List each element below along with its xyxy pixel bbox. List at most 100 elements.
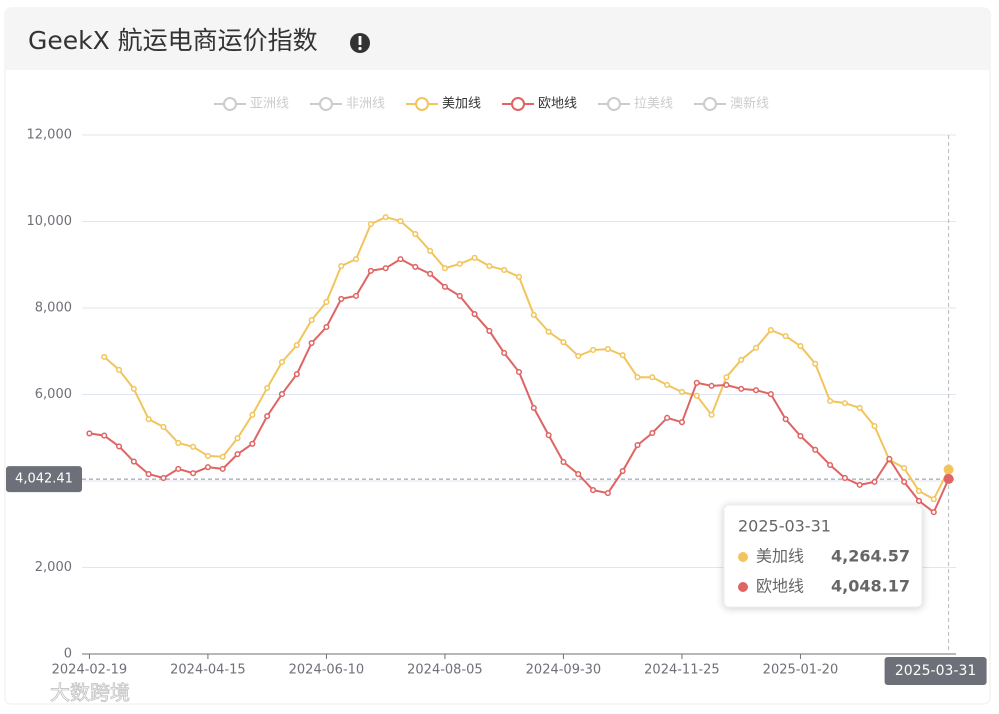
data-point [501,266,508,273]
data-point [782,333,789,340]
data-point [456,260,463,267]
data-point [382,214,389,221]
data-point [308,339,315,347]
data-point [871,478,878,485]
data-point [560,339,567,346]
tooltip-value: 4,048.17 [831,577,910,596]
y-tick-label: 2,000 [35,560,72,575]
data-point [901,478,908,485]
data-point [943,473,954,484]
data-point [175,465,182,472]
data-point [515,368,523,376]
data-point [915,487,923,494]
data-point [234,435,241,442]
crosshair-y-label-box [6,466,82,493]
x-tick-label: 2025-01-20 [763,663,839,678]
legend-label: 亚洲线 [250,97,289,112]
crosshair-y-label: 4,042.41 [15,472,73,487]
x-tick-label: 2024-02-19 [52,663,128,678]
data-point [841,474,848,482]
data-point [338,262,345,270]
info-icon[interactable] [350,33,370,53]
legend-label: 澳新线 [730,96,769,112]
data-point [930,496,937,503]
data-point [812,446,819,453]
data-point [723,374,730,381]
legend-item[interactable]: 澳新线 [694,96,769,112]
data-point [797,432,804,440]
data-point [738,356,745,363]
data-point [634,374,641,381]
legend-label: 欧地线 [538,97,577,112]
data-point [382,265,389,272]
tooltip-box [723,504,923,608]
data-point [130,385,137,392]
data-point [204,464,211,471]
data-point [560,458,567,466]
x-tick-label: 2024-09-30 [526,663,602,678]
x-tick-label: 2024-04-15 [170,663,246,678]
legend-item[interactable]: 美加线 [406,97,481,112]
data-point [427,247,434,254]
legend-symbol [511,97,525,111]
data-point [397,218,404,225]
data-point [708,382,715,389]
crosshair-x-label: 2025-03-31 [895,663,976,679]
data-point [619,468,626,475]
data-point [219,453,226,460]
data-point [101,353,108,360]
data-point [812,360,819,367]
data-point [649,429,656,437]
data-point [678,419,685,426]
data-point [530,404,537,411]
y-tick-label: 8,000 [35,301,72,316]
data-point [797,343,804,350]
data-point [145,416,152,423]
data-point [827,397,834,405]
data-point [145,471,152,478]
data-point [782,416,789,423]
data-point [471,311,478,318]
data-point [293,371,300,378]
data-point [264,384,271,392]
data-point [693,392,700,399]
data-point [367,267,374,274]
data-point [664,414,671,421]
data-point [219,465,226,472]
data-point [827,461,834,469]
data-point [723,381,730,389]
data-point [930,509,937,516]
tooltip-marker [738,552,748,562]
legend-item[interactable]: 非洲线 [310,97,385,112]
y-tick-label: 0 [64,647,72,662]
data-point [441,265,448,272]
data-point [175,439,182,446]
data-point [856,404,863,411]
title: GeekX 航运电商运价指数 [28,26,318,55]
data-point [871,423,878,430]
data-point [278,359,286,366]
data-point [767,327,774,334]
data-point [204,452,211,459]
legend-label: 美加线 [442,97,481,112]
legend-item[interactable]: 拉美线 [598,97,673,112]
data-point [501,349,508,357]
data-point [841,400,848,407]
data-point [308,317,315,324]
data-point [915,497,923,504]
data-point [293,342,300,349]
data-point [590,487,597,494]
tooltip-series-name: 美加线 [756,547,804,566]
tooltip-value: 4,264.57 [831,547,910,566]
data-point [160,474,167,482]
legend-item[interactable]: 亚洲线 [214,97,289,112]
x-tick-label: 2024-08-05 [407,663,483,678]
legend-item[interactable]: 欧地线 [502,97,577,112]
data-point [86,430,93,437]
data-point [367,221,374,228]
data-point [590,346,597,354]
y-tick-label: 12,000 [27,128,73,143]
data-point [353,256,360,263]
data-point [708,411,715,418]
tooltip-marker [738,582,748,592]
